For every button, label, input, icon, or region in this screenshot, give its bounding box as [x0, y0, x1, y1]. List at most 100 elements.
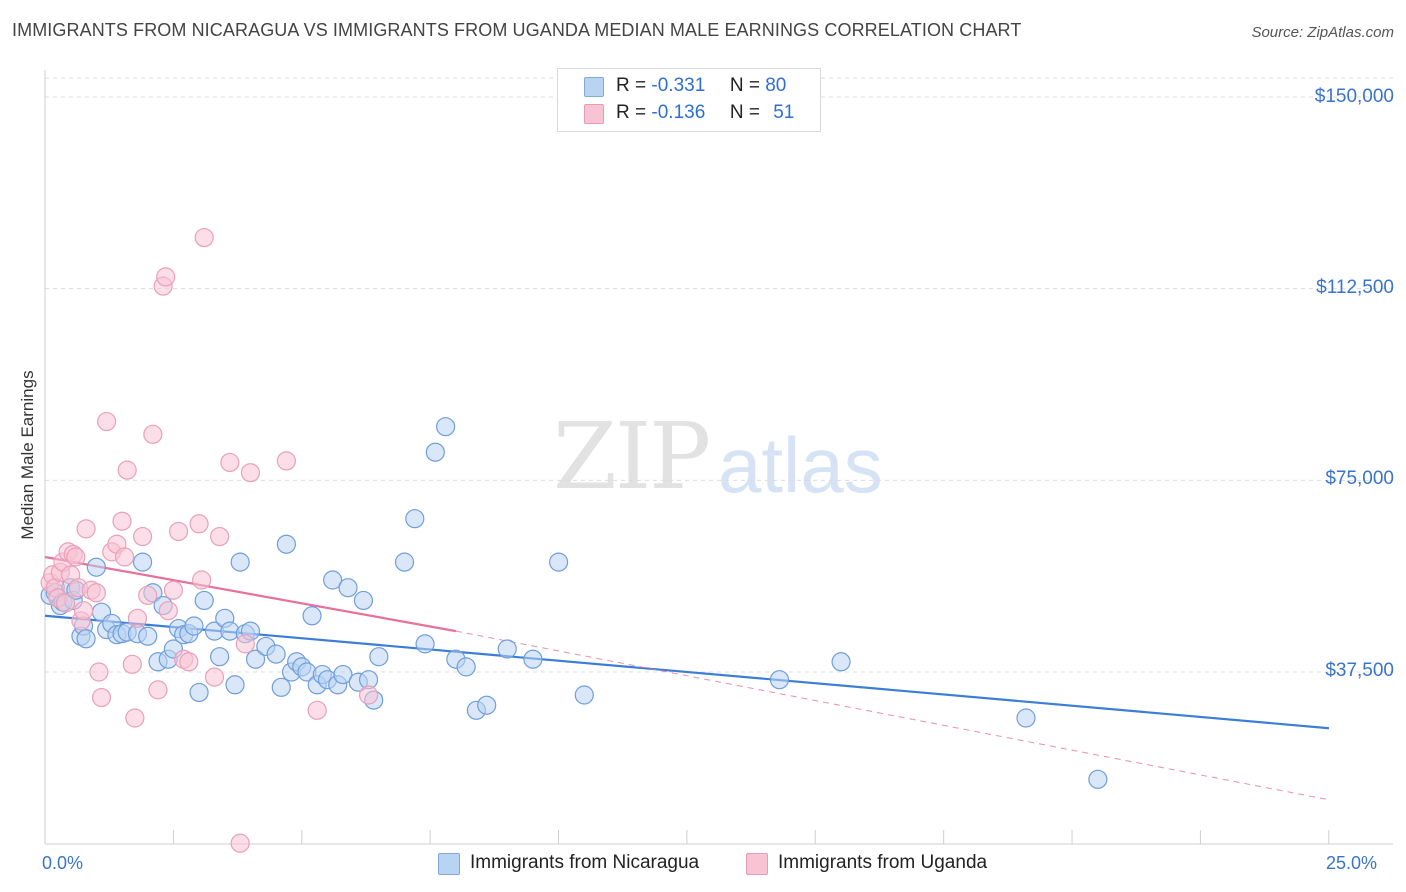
gridlines [45, 77, 1393, 673]
uganda-point-29 [138, 585, 158, 605]
legend-r-label: R = [616, 75, 647, 96]
nicaragua-point-70 [497, 639, 517, 659]
nicaragua-point-29 [189, 682, 209, 703]
nicaragua-point-77 [1088, 769, 1108, 789]
uganda-point-35 [163, 580, 183, 600]
nicaragua-point-41 [266, 644, 286, 664]
legend-row-uganda: R = -0.136 N = 51 [616, 102, 794, 124]
uganda-point-17 [89, 662, 109, 682]
nicaragua-point-55 [338, 578, 358, 598]
uganda-point-25 [122, 654, 142, 674]
nicaragua-point-69 [477, 695, 497, 715]
uganda-point-16 [86, 583, 106, 603]
uganda-point-36 [168, 521, 189, 542]
uganda-trend-line [44, 555, 457, 633]
nicaragua-point-19 [138, 626, 158, 646]
uganda-point-6 [55, 593, 76, 613]
legend-n-value-nicaragua: 80 [765, 75, 787, 96]
uganda-point-10 [66, 547, 86, 567]
nicaragua-point-54 [333, 664, 353, 685]
uganda-point-34 [158, 601, 178, 621]
uganda-point-39 [189, 514, 209, 534]
uganda-point-24 [117, 460, 137, 480]
y-tick-label-150000: $150,000 [1314, 86, 1394, 107]
nicaragua-point-60 [369, 647, 389, 667]
uganda-point-40 [192, 570, 212, 590]
bottom-legend-swatch-nicaragua [438, 853, 460, 875]
nicaragua-point-43 [276, 534, 296, 554]
nicaragua-point-67 [456, 657, 476, 677]
uganda-point-48 [276, 451, 296, 471]
y-tick-label-75000: $75,000 [1325, 468, 1394, 489]
uganda-point-27 [127, 608, 148, 628]
uganda-point-44 [220, 452, 240, 473]
nicaragua-point-72 [548, 552, 569, 572]
uganda-point-28 [132, 526, 153, 547]
legend-n-label: N = [729, 102, 760, 123]
legend-n-value-uganda: 51 [773, 102, 795, 123]
uganda-point-14 [76, 519, 96, 539]
nicaragua-point-36 [230, 552, 250, 572]
nicaragua-point-28 [184, 616, 204, 636]
bottom-legend-label-uganda: Immigrants from Uganda [778, 852, 988, 873]
nicaragua-point-10 [86, 557, 106, 577]
nicaragua-point-42 [271, 677, 291, 697]
uganda-trend-line-extension [455, 630, 1330, 801]
nicaragua-point-74 [769, 670, 790, 690]
nicaragua-point-39 [245, 649, 266, 669]
uganda-point-31 [148, 680, 168, 700]
uganda-point-43 [210, 526, 230, 547]
correlation-legend: R = -0.331 N = 80 R = -0.136 N = 51 [557, 68, 821, 132]
uganda-point-49 [307, 700, 327, 720]
legend-r-value-uganda: -0.136 [651, 102, 706, 123]
legend-row-nicaragua: R = -0.331 N = 80 [616, 75, 786, 97]
nicaragua-point-63 [415, 634, 435, 654]
x-tick-label-min: 0.0% [42, 853, 84, 873]
nicaragua-point-73 [574, 685, 594, 705]
uganda-point-46 [235, 634, 255, 654]
nicaragua-point-48 [302, 606, 322, 626]
nicaragua-point-35 [225, 675, 245, 695]
nicaragua-point-75 [831, 652, 851, 672]
nicaragua-point-57 [353, 590, 374, 611]
chart-title: IMMIGRANTS FROM NICARAGUA VS IMMIGRANTS … [12, 20, 1022, 40]
y-tick-label-112500: $112,500 [1316, 277, 1394, 298]
bottom-legend-label-nicaragua: Immigrants from Nicaragua [470, 852, 700, 873]
source-label: Source: ZipAtlas.com [1251, 24, 1394, 41]
nicaragua-point-62 [405, 509, 425, 529]
y-axis-label: Median Male Earnings [18, 370, 37, 540]
data-points [40, 227, 1108, 853]
uganda-point-42 [204, 667, 225, 687]
uganda-point-13 [73, 601, 94, 621]
uganda-point-19 [97, 411, 117, 432]
nicaragua-point-61 [394, 552, 415, 572]
nicaragua-point-76 [1016, 708, 1036, 728]
uganda-point-47 [240, 463, 261, 483]
nicaragua-point-18 [132, 552, 153, 572]
legend-r-label: R = [616, 102, 647, 123]
legend-n-label: N = [729, 75, 760, 96]
nicaragua-point-9 [76, 629, 96, 649]
uganda-point-38 [179, 652, 199, 672]
uganda-point-45 [230, 833, 250, 853]
legend-r-value-nicaragua: -0.331 [651, 75, 706, 96]
uganda-point-18 [91, 687, 112, 708]
uganda-point-50 [358, 685, 379, 705]
x-tick-label-max: 25.0% [1326, 853, 1378, 873]
nicaragua-point-65 [436, 417, 456, 437]
legend-swatch-nicaragua [584, 77, 604, 97]
uganda-point-26 [125, 708, 145, 728]
uganda-point-23 [115, 547, 135, 567]
uganda-point-30 [143, 424, 163, 444]
nicaragua-point-52 [323, 570, 343, 590]
nicaragua-point-30 [194, 590, 214, 611]
uganda-point-22 [112, 511, 132, 531]
y-tick-label-37500: $37,500 [1325, 660, 1394, 681]
nicaragua-point-71 [523, 649, 543, 669]
bottom-legend-swatch-uganda [746, 853, 768, 875]
axes [44, 70, 1393, 845]
watermark-atlas: atlas [718, 421, 883, 509]
watermark-zip: ZIP [553, 403, 711, 510]
uganda-point-41 [194, 227, 214, 248]
